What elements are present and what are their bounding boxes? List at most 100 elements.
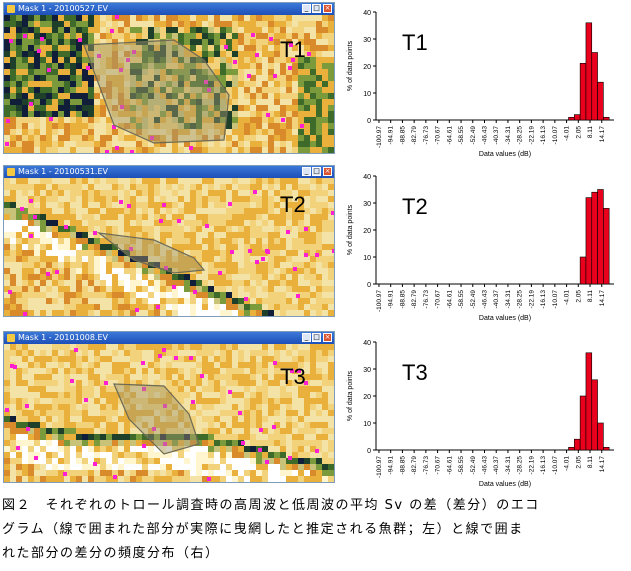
echogram-window-t3: Mask 1 - 20101008.EV _ □ × T3: [3, 331, 335, 483]
panel-label: T1: [280, 37, 306, 62]
minimize-button[interactable]: _: [302, 333, 311, 342]
minimize-button[interactable]: _: [302, 4, 311, 13]
histogram-bar: [597, 81, 604, 121]
x-tick-label: -16.13: [540, 456, 547, 475]
x-tick-label: -94.91: [388, 290, 395, 309]
x-tick-label: -70.67: [435, 290, 442, 309]
echogram-window-t2: Mask 1 - 20100531.EV _ □ × T2: [3, 165, 335, 317]
x-tick-label: -22.19: [528, 456, 535, 475]
close-button[interactable]: ×: [323, 167, 332, 176]
y-tick-label: 0: [367, 282, 371, 289]
x-tick-label: -4.01: [564, 456, 571, 471]
histogram-bar: [603, 117, 610, 121]
x-tick-label: 8.11: [587, 456, 594, 469]
chart-label: T2: [402, 194, 428, 219]
window-title: Mask 1 - 20100527.EV: [18, 4, 108, 13]
x-tick-label: -88.85: [399, 290, 406, 309]
chart-label: T1: [402, 30, 428, 55]
minimize-button[interactable]: _: [302, 167, 311, 176]
histogram-bar: [568, 447, 575, 451]
y-tick-label: 20: [363, 394, 371, 401]
x-axis-title: Data values (dB): [479, 151, 531, 158]
app-icon: [7, 334, 15, 342]
histogram-bar: [597, 189, 604, 285]
x-tick-label: -52.49: [470, 456, 477, 475]
y-tick-label: 30: [363, 367, 371, 374]
x-tick-label: -64.61: [446, 456, 453, 475]
x-tick-label: 14.17: [599, 290, 606, 307]
x-tick-label: -70.67: [435, 126, 442, 145]
histogram-bar: [591, 191, 598, 285]
x-tick-label: -22.19: [528, 126, 535, 145]
x-tick-label: -10.07: [552, 456, 559, 475]
y-tick-label: 40: [363, 10, 371, 17]
app-icon: [7, 5, 15, 13]
y-axis-title: % of data points: [347, 40, 354, 91]
x-tick-label: 8.11: [587, 290, 594, 303]
x-tick-label: -76.73: [423, 126, 430, 145]
x-tick-label: 14.17: [599, 126, 606, 143]
x-tick-label: -94.91: [388, 456, 395, 475]
x-tick-label: -100.97: [376, 456, 383, 478]
y-tick-label: 10: [363, 91, 371, 98]
echogram-window-t1: Mask 1 - 20100527.EV _ □ × T1: [3, 2, 335, 154]
x-tick-label: 8.11: [587, 126, 594, 139]
close-button[interactable]: ×: [323, 333, 332, 342]
caption-line: グラム（線で囲まれた部分が実際に曳網したと推定される魚群；左）と線で囲ま: [2, 522, 524, 537]
x-tick-label: -82.79: [411, 456, 418, 475]
histogram-bar: [591, 52, 598, 121]
histogram-bar: [579, 62, 587, 121]
window-titlebar: Mask 1 - 20101008.EV _ □ ×: [4, 332, 334, 344]
y-tick-label: 10: [363, 421, 371, 428]
maximize-button[interactable]: □: [312, 4, 321, 13]
histogram-bar: [591, 379, 598, 451]
y-tick-label: 30: [363, 201, 371, 208]
app-icon: [7, 168, 15, 176]
x-tick-label: -58.55: [458, 290, 465, 309]
maximize-button[interactable]: □: [312, 333, 321, 342]
x-tick-label: 2.05: [575, 126, 582, 139]
x-tick-label: -58.55: [458, 126, 465, 145]
histogram-bar: [574, 114, 581, 121]
x-tick-label: -28.25: [517, 126, 524, 145]
x-tick-label: -10.07: [552, 126, 559, 145]
x-tick-label: -16.13: [540, 290, 547, 309]
x-tick-label: -34.31: [505, 126, 512, 145]
close-button[interactable]: ×: [323, 4, 332, 13]
x-tick-label: -22.19: [528, 290, 535, 309]
x-tick-label: -70.67: [435, 456, 442, 475]
x-tick-label: -100.97: [376, 290, 383, 312]
x-tick-label: -16.13: [540, 126, 547, 145]
x-tick-label: -10.07: [552, 290, 559, 309]
histogram-bar: [585, 352, 593, 451]
y-tick-label: 20: [363, 64, 371, 71]
chart-label: T3: [402, 360, 428, 385]
x-tick-label: -100.97: [376, 126, 383, 148]
x-tick-label: -94.91: [388, 126, 395, 145]
window-titlebar: Mask 1 - 20100527.EV _ □ ×: [4, 3, 334, 15]
caption-line: 図２ それぞれのトロール調査時の高周波と低周波の平均 Sv の差（差分）のエコ: [2, 498, 540, 513]
histogram-bar: [585, 22, 593, 121]
x-tick-label: -46.43: [481, 456, 488, 475]
maximize-button[interactable]: □: [312, 167, 321, 176]
x-tick-label: -34.31: [505, 456, 512, 475]
histogram-bar: [585, 197, 593, 285]
x-tick-label: -64.61: [446, 126, 453, 145]
x-tick-label: 2.05: [575, 456, 582, 469]
x-tick-label: -4.01: [564, 290, 571, 305]
window-title: Mask 1 - 20100531.EV: [18, 167, 108, 176]
window-titlebar: Mask 1 - 20100531.EV _ □ ×: [4, 166, 334, 178]
histogram-chart-t2: 0 10 20 30 40 -100.97 -94.91 -88.85 -82.79 -76.73…: [347, 174, 614, 322]
x-tick-label: -46.43: [481, 290, 488, 309]
x-tick-label: -28.25: [517, 290, 524, 309]
x-tick-label: -88.85: [399, 126, 406, 145]
histogram-bar: [603, 447, 610, 451]
histogram-bar: [597, 422, 604, 451]
y-tick-label: 0: [367, 118, 371, 125]
x-axis-title: Data values (dB): [479, 481, 531, 488]
window-title: Mask 1 - 20101008.EV: [18, 333, 108, 342]
x-tick-label: -76.73: [423, 456, 430, 475]
x-tick-label: 14.17: [599, 456, 606, 473]
histogram-bar: [574, 438, 581, 451]
x-tick-label: -82.79: [411, 126, 418, 145]
